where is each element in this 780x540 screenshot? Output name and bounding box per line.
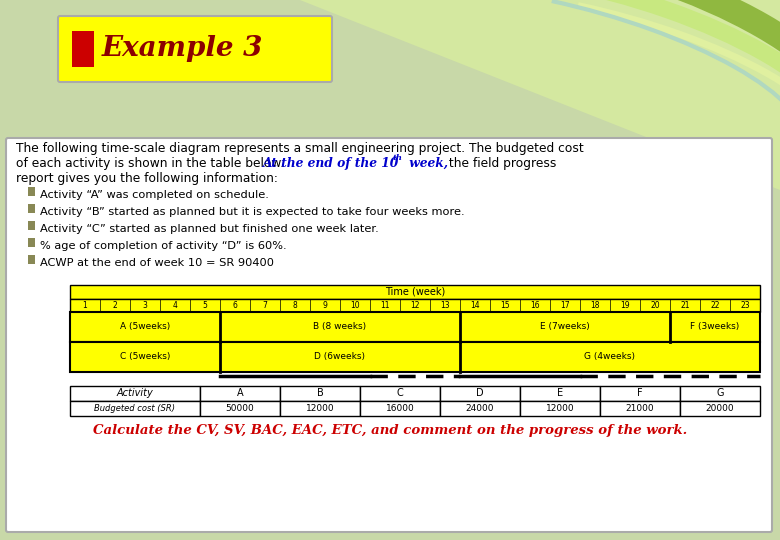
Text: Activity “B” started as planned but it is expected to take four weeks more.: Activity “B” started as planned but it i… [40, 207, 465, 217]
Bar [28, 204, 35, 213]
Polygon shape [300, 0, 780, 190]
Bar [520, 401, 600, 416]
Text: 5: 5 [203, 301, 207, 310]
Text: % age of completion of activity “D” is 60%.: % age of completion of activity “D” is 6… [40, 241, 286, 251]
Text: 1: 1 [83, 301, 87, 310]
Bar [70, 285, 760, 299]
Text: D (6weeks): D (6weeks) [314, 353, 366, 361]
Text: Calculate the CV, SV, BAC, EAC, ETC, and comment on the progress of the work.: Calculate the CV, SV, BAC, EAC, ETC, and… [93, 424, 687, 437]
Text: 8: 8 [292, 301, 297, 310]
Text: 50000: 50000 [225, 404, 254, 413]
Bar [280, 401, 360, 416]
Text: The following time-scale diagram represents a small engineering project. The bud: The following time-scale diagram represe… [16, 142, 583, 155]
Text: At the end of the 10: At the end of the 10 [263, 157, 399, 170]
Text: A: A [236, 388, 243, 399]
Text: E (7weeks): E (7weeks) [540, 322, 590, 332]
Text: C: C [396, 388, 403, 399]
Text: 23: 23 [740, 301, 750, 310]
Text: F: F [637, 388, 643, 399]
Bar [70, 299, 760, 312]
Bar [360, 386, 440, 401]
Text: 2: 2 [112, 301, 117, 310]
Bar [70, 401, 200, 416]
Bar [600, 401, 680, 416]
Text: 19: 19 [620, 301, 629, 310]
Bar [28, 238, 35, 247]
Bar [70, 312, 760, 342]
Text: 17: 17 [560, 301, 570, 310]
Bar [520, 386, 600, 401]
Text: th: th [393, 154, 403, 162]
Text: 21: 21 [680, 301, 690, 310]
Text: Activity “A” was completed on schedule.: Activity “A” was completed on schedule. [40, 190, 269, 200]
Text: 4: 4 [172, 301, 177, 310]
Bar [680, 401, 760, 416]
Text: A (5weeks): A (5weeks) [120, 322, 170, 332]
Bar [440, 386, 520, 401]
Bar [440, 401, 520, 416]
Bar [280, 386, 360, 401]
Text: Budgeted cost (SR): Budgeted cost (SR) [94, 404, 176, 413]
Text: 18: 18 [590, 301, 600, 310]
Text: C (5weeks): C (5weeks) [120, 353, 170, 361]
Text: 10: 10 [350, 301, 360, 310]
Bar [28, 221, 35, 230]
Text: B (8 weeks): B (8 weeks) [314, 322, 367, 332]
Text: 13: 13 [440, 301, 450, 310]
Text: Example 3: Example 3 [102, 35, 264, 62]
Text: the field progress: the field progress [445, 157, 556, 170]
Text: E: E [557, 388, 563, 399]
Bar [70, 386, 200, 401]
Text: 3: 3 [143, 301, 147, 310]
Bar [72, 31, 94, 67]
Text: Time (week): Time (week) [385, 287, 445, 297]
Text: week,: week, [405, 157, 448, 170]
FancyBboxPatch shape [58, 16, 332, 82]
Text: 12: 12 [410, 301, 420, 310]
Text: 15: 15 [500, 301, 510, 310]
Text: Activity: Activity [117, 388, 154, 399]
Text: 24000: 24000 [466, 404, 495, 413]
Text: 7: 7 [263, 301, 268, 310]
Text: 22: 22 [711, 301, 720, 310]
Text: 20: 20 [651, 301, 660, 310]
Text: of each activity is shown in the table below.: of each activity is shown in the table b… [16, 157, 288, 170]
Text: D: D [476, 388, 484, 399]
Text: Activity “C” started as planned but finished one week later.: Activity “C” started as planned but fini… [40, 224, 379, 234]
Bar [200, 386, 280, 401]
Bar [28, 187, 35, 196]
Text: 12000: 12000 [306, 404, 335, 413]
Bar [680, 386, 760, 401]
Text: G (4weeks): G (4weeks) [584, 353, 636, 361]
Text: B: B [317, 388, 324, 399]
Bar [28, 255, 35, 264]
Text: 11: 11 [381, 301, 390, 310]
Text: G: G [716, 388, 724, 399]
FancyBboxPatch shape [6, 138, 772, 532]
Text: 9: 9 [323, 301, 328, 310]
Bar [600, 386, 680, 401]
Text: 20000: 20000 [706, 404, 734, 413]
Text: 14: 14 [470, 301, 480, 310]
Bar [360, 401, 440, 416]
Bar [200, 401, 280, 416]
Bar [70, 342, 760, 372]
Text: 16000: 16000 [385, 404, 414, 413]
Text: F (3weeks): F (3weeks) [690, 322, 739, 332]
Text: 21000: 21000 [626, 404, 654, 413]
Text: report gives you the following information:: report gives you the following informati… [16, 172, 278, 185]
Text: 16: 16 [530, 301, 540, 310]
Text: 6: 6 [232, 301, 237, 310]
Text: 12000: 12000 [546, 404, 574, 413]
Text: ACWP at the end of week 10 = SR 90400: ACWP at the end of week 10 = SR 90400 [40, 258, 274, 268]
